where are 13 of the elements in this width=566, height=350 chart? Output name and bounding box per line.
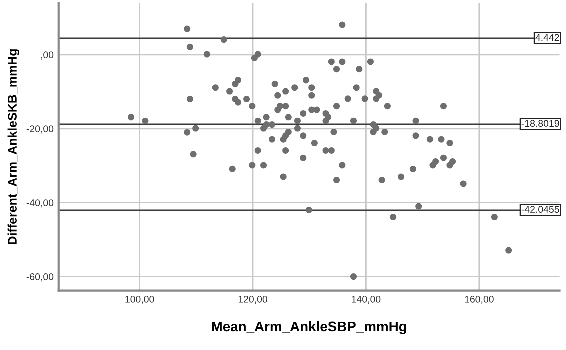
ref-line-label: -18.8019 [522, 120, 560, 128]
y-tick-label: -60,00 [26, 274, 54, 282]
y-axis-title: Different_Arm_AnkleSKB_mmHg [8, 50, 20, 244]
x-axis-title: Mean_Arm_AnkleSBP_mmHg [212, 321, 406, 334]
x-tick-label: 160,00 [465, 296, 494, 304]
x-tick-label: 100,00 [126, 296, 154, 304]
ref-line-label: -42.0455 [522, 206, 560, 214]
y-tick-label: -40,00 [26, 200, 54, 208]
y-tick-label: ,00 [41, 52, 54, 60]
x-tick-label: 140,00 [352, 296, 381, 304]
x-tick-label: 120,00 [238, 296, 268, 304]
y-tick-label: -20,00 [26, 126, 54, 134]
ref-line-label: 4.442 [536, 34, 560, 42]
